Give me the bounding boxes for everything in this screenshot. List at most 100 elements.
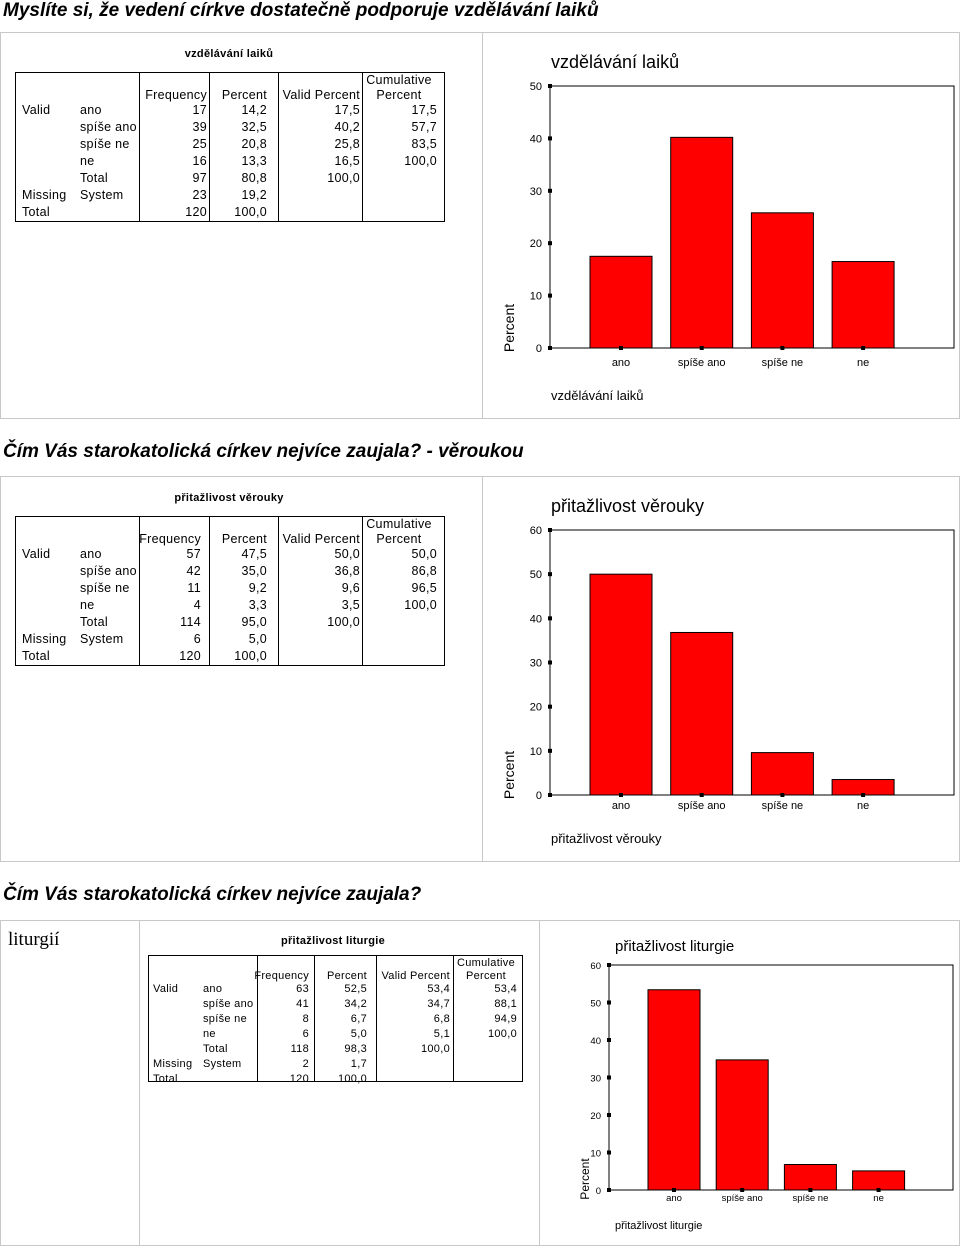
table-cell: 5,0 bbox=[248, 632, 267, 646]
bar-spíše-ano bbox=[715, 1059, 769, 1191]
table-cell: Total bbox=[80, 615, 108, 629]
x-tick-mark bbox=[861, 346, 866, 350]
x-tick-mark bbox=[699, 346, 704, 350]
table-cell: 34,7 bbox=[427, 998, 450, 1010]
y-axis-label: Percent bbox=[501, 751, 517, 799]
table-header-percent: Percent bbox=[326, 970, 367, 982]
y-tick-mark bbox=[548, 660, 552, 665]
y-axis-label: Percent bbox=[501, 304, 517, 352]
y-tick-label: 0 bbox=[536, 343, 542, 355]
chart-title: vzdělávání laiků bbox=[551, 52, 679, 72]
table-header-valid-percent: Valid Percent bbox=[282, 532, 360, 546]
x-tick-label: spíše ano bbox=[678, 800, 726, 812]
y-tick-mark bbox=[548, 793, 552, 797]
table-cell: 63 bbox=[296, 983, 309, 995]
table-cell: 47,5 bbox=[241, 547, 267, 561]
table-cell: 17 bbox=[192, 103, 207, 117]
table-cell: 14,2 bbox=[241, 103, 267, 117]
y-tick-mark bbox=[548, 346, 552, 350]
x-tick-label: ne bbox=[857, 800, 869, 812]
x-axis-label: vzdělávání laiků bbox=[551, 388, 644, 403]
bar-spíše-ne bbox=[750, 752, 814, 796]
table-cell: Valid bbox=[153, 983, 179, 995]
side-cell-3 bbox=[0, 920, 140, 1246]
y-tick-mark bbox=[607, 1075, 611, 1080]
table-cell: 80,8 bbox=[241, 171, 267, 185]
table-cell: 23 bbox=[192, 188, 207, 202]
bar-ano bbox=[589, 573, 653, 796]
x-tick-mark bbox=[619, 793, 623, 797]
table-frame bbox=[148, 955, 523, 1082]
table-header-valid-percent: Valid Percent bbox=[282, 88, 360, 102]
y-tick-label: 10 bbox=[530, 746, 542, 758]
table-cell: 86,8 bbox=[411, 564, 437, 578]
table-cell: 100,0 bbox=[234, 205, 267, 219]
bar-spíše-ne bbox=[750, 212, 814, 349]
y-tick-mark bbox=[548, 136, 552, 141]
table-frame bbox=[15, 72, 445, 222]
table-column-divider bbox=[376, 955, 377, 1082]
table-cell: Missing bbox=[153, 1058, 193, 1070]
y-tick-mark bbox=[548, 293, 552, 298]
y-tick-label: 50 bbox=[590, 999, 601, 1010]
table-cell: 97 bbox=[192, 171, 207, 185]
y-tick-label: 40 bbox=[530, 613, 542, 625]
table-cell: 57 bbox=[186, 547, 201, 561]
table-cell: 100,0 bbox=[487, 1028, 517, 1040]
table-column-divider bbox=[278, 516, 279, 666]
table-cell: spíše ano bbox=[80, 120, 137, 134]
table-cell: 17,5 bbox=[334, 103, 360, 117]
table-cell: 88,1 bbox=[494, 998, 517, 1010]
table-cell: 16,5 bbox=[334, 154, 360, 168]
table-cell: 100,0 bbox=[327, 171, 360, 185]
y-tick-mark bbox=[548, 748, 552, 753]
table-cell: 50,0 bbox=[411, 547, 437, 561]
y-tick-mark bbox=[548, 528, 552, 532]
table-cell: 9,6 bbox=[341, 581, 360, 595]
table-cell: 96,5 bbox=[411, 581, 437, 595]
y-tick-mark bbox=[548, 84, 552, 88]
table-cell: 100,0 bbox=[337, 1073, 367, 1085]
x-tick-label: ano bbox=[666, 1193, 682, 1204]
table-cell: 95,0 bbox=[241, 615, 267, 629]
table-cell: 6,8 bbox=[433, 1013, 450, 1025]
table-header-valid-percent: Valid Percent bbox=[381, 970, 450, 982]
table-cell: 120 bbox=[185, 205, 207, 219]
bar-ano bbox=[647, 989, 701, 1191]
y-tick-mark bbox=[607, 963, 611, 967]
table-header-percent: Percent bbox=[221, 88, 267, 102]
table-cell: 25,8 bbox=[334, 137, 360, 151]
x-tick-mark bbox=[619, 346, 623, 350]
table-cell: 39 bbox=[192, 120, 207, 134]
x-tick-label: ne bbox=[857, 357, 869, 369]
table-cell: spíše ano bbox=[203, 998, 254, 1010]
table-cell: 17,5 bbox=[411, 103, 437, 117]
table-cell: 94,9 bbox=[494, 1013, 517, 1025]
table-cell: ne bbox=[203, 1028, 216, 1040]
x-tick-label: spíše ano bbox=[678, 357, 726, 369]
table-cell: 100,0 bbox=[420, 1043, 450, 1055]
table-cell: 114 bbox=[180, 615, 201, 629]
y-tick-label: 30 bbox=[530, 658, 542, 670]
bar-chart-1: vzdělávání laiků 0 10 20 30 40 50 ano spíše ano s… bbox=[501, 52, 955, 403]
table-cell: spíše ne bbox=[203, 1013, 247, 1025]
x-tick-mark bbox=[672, 1188, 676, 1192]
table-cell: 52,5 bbox=[344, 983, 367, 995]
table-cell: 32,5 bbox=[241, 120, 267, 134]
table-cell: 41 bbox=[296, 998, 309, 1010]
table-column-divider bbox=[139, 516, 140, 666]
table-cell: 53,4 bbox=[494, 983, 517, 995]
table-cell: 34,2 bbox=[344, 998, 367, 1010]
x-tick-label: spíše ne bbox=[762, 357, 804, 369]
bar-chart-3: přitažlivost liturgie 0 10 20 30 40 50 60 ano spí… bbox=[578, 938, 954, 1232]
table-cell: 11 bbox=[187, 581, 201, 595]
bar-ne bbox=[852, 1170, 906, 1191]
table-cell: 120 bbox=[179, 649, 201, 663]
table-cell: 3,3 bbox=[248, 598, 267, 612]
y-tick-mark bbox=[607, 1000, 611, 1005]
table-cell: Valid bbox=[22, 103, 51, 117]
table-cell: 1,7 bbox=[350, 1058, 367, 1070]
table-cell: 5,0 bbox=[350, 1028, 367, 1040]
table-cell: 4 bbox=[193, 598, 201, 612]
bar-ne bbox=[831, 261, 895, 349]
